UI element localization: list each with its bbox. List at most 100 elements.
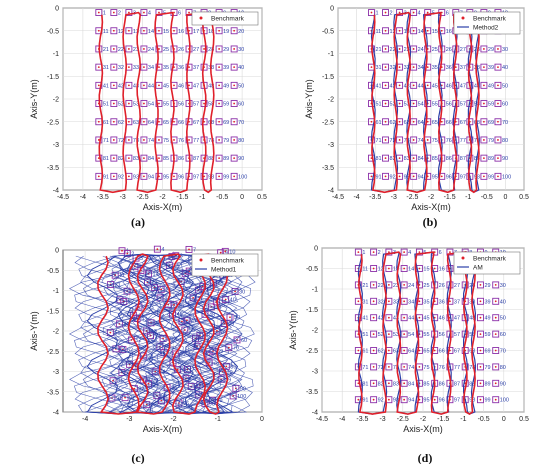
benchmark-marker bbox=[140, 100, 148, 108]
benchmark-marker bbox=[95, 136, 103, 144]
benchmark-marker bbox=[125, 154, 133, 162]
benchmark-point bbox=[398, 84, 401, 87]
benchmark-marker bbox=[494, 154, 502, 162]
point-number-label: 33 bbox=[133, 65, 139, 71]
benchmark-marker bbox=[400, 281, 408, 289]
point-number-label: 31 bbox=[362, 299, 368, 305]
point-number-label: 21 bbox=[375, 47, 381, 53]
benchmark-point bbox=[143, 120, 145, 123]
point-number-label: 22 bbox=[390, 47, 396, 53]
chart-panel-a: -4.5 -4 -3.5 -3 -2.5 -2 -1.5 -1 -0.5 0 0.50-0.5-1-… bbox=[29, 6, 267, 230]
benchmark-point bbox=[158, 29, 160, 32]
benchmark-point bbox=[497, 139, 499, 141]
point-number-label: 52 bbox=[378, 332, 384, 338]
point-number-label: 100 bbox=[500, 398, 509, 404]
benchmark-marker bbox=[494, 172, 502, 180]
point-number-label: 35 bbox=[432, 65, 438, 71]
x-tick-label: -4 bbox=[82, 416, 88, 423]
point-number-label: 41 bbox=[362, 316, 368, 322]
benchmark-marker bbox=[110, 27, 118, 35]
benchmark-point bbox=[188, 139, 190, 141]
benchmark-point bbox=[497, 102, 499, 105]
point-number-label: 62 bbox=[127, 348, 133, 354]
point-number-label: 56 bbox=[446, 102, 452, 108]
y-tick-label: -1.5 bbox=[322, 74, 334, 81]
benchmark-point bbox=[233, 139, 236, 141]
benchmark-marker bbox=[144, 278, 151, 286]
benchmark-marker bbox=[382, 45, 389, 53]
benchmark-point bbox=[357, 251, 360, 254]
benchmark-point bbox=[218, 175, 221, 178]
legend-label: Benchmark bbox=[473, 16, 507, 23]
benchmark-point bbox=[387, 316, 390, 319]
benchmark-marker bbox=[155, 172, 163, 180]
point-number-label: 49 bbox=[488, 83, 494, 89]
x-tick-label: -1 bbox=[215, 416, 221, 423]
point-number-label: 53 bbox=[133, 102, 139, 108]
benchmark-point bbox=[234, 290, 236, 293]
point-number-label: 60 bbox=[500, 332, 506, 338]
benchmark-marker bbox=[477, 379, 484, 387]
point-number-label: 17 bbox=[193, 29, 199, 35]
x-tick-label: -4.5 bbox=[57, 194, 69, 201]
point-number-label: 36 bbox=[178, 303, 184, 309]
benchmark-point bbox=[183, 329, 186, 331]
point-number-label: 85 bbox=[163, 156, 169, 162]
benchmark-marker bbox=[110, 63, 118, 71]
x-tick-label: -3.5 bbox=[356, 416, 368, 423]
point-number-label: 99 bbox=[484, 398, 490, 404]
benchmark-point bbox=[494, 366, 497, 368]
point-number-label: 52 bbox=[390, 102, 396, 108]
point-number-label: 80 bbox=[500, 365, 506, 371]
benchmark-point bbox=[158, 120, 160, 123]
benchmark-point bbox=[384, 175, 387, 178]
benchmark-marker bbox=[480, 136, 488, 144]
point-number-label: 25 bbox=[165, 287, 171, 293]
benchmark-point bbox=[370, 66, 373, 69]
point-number-label: 93 bbox=[151, 403, 157, 409]
point-number-label: 28 bbox=[474, 47, 480, 53]
benchmark-point bbox=[143, 66, 145, 69]
y-tick-label: -1 bbox=[53, 51, 59, 58]
point-number-label: 63 bbox=[133, 120, 139, 126]
point-number-label: 64 bbox=[148, 120, 154, 126]
point-number-label: 64 bbox=[164, 345, 170, 351]
benchmark-point bbox=[97, 66, 100, 69]
benchmark-point bbox=[412, 48, 415, 50]
benchmark-marker bbox=[230, 45, 238, 53]
benchmark-marker bbox=[95, 154, 103, 162]
benchmark-point bbox=[433, 398, 436, 401]
point-number-label: 78 bbox=[469, 365, 475, 371]
point-number-label: 26 bbox=[178, 47, 184, 53]
benchmark-point bbox=[384, 120, 387, 123]
benchmark-point bbox=[143, 102, 145, 105]
benchmark-point bbox=[224, 298, 227, 301]
benchmark-point bbox=[158, 84, 160, 87]
point-number-label: 65 bbox=[168, 351, 174, 357]
point-number-label: 78 bbox=[208, 138, 214, 144]
benchmark-point bbox=[426, 84, 429, 87]
benchmark-point bbox=[412, 102, 415, 105]
benchmark-marker bbox=[477, 347, 484, 354]
point-number-label: 29 bbox=[484, 283, 490, 289]
x-axis-label: Axis-X(m) bbox=[143, 202, 183, 212]
point-number-label: 90 bbox=[238, 156, 244, 162]
benchmark-point bbox=[233, 120, 236, 123]
benchmark-point bbox=[440, 29, 443, 32]
benchmark-point bbox=[483, 157, 485, 160]
point-number-label: 25 bbox=[163, 47, 169, 53]
y-tick-label: 0 bbox=[55, 6, 59, 13]
benchmark-point bbox=[203, 175, 205, 178]
benchmark-point bbox=[418, 251, 421, 254]
point-number-label: 60 bbox=[502, 102, 508, 108]
benchmark-marker bbox=[110, 118, 118, 126]
point-number-label: 21 bbox=[362, 283, 368, 289]
benchmark-marker bbox=[382, 172, 389, 180]
benchmark-point bbox=[357, 300, 360, 303]
point-number-label: 93 bbox=[133, 174, 139, 180]
benchmark-marker bbox=[140, 81, 148, 89]
benchmark-point bbox=[494, 382, 497, 385]
point-number-label: 60 bbox=[241, 338, 247, 344]
point-number-label: 72 bbox=[378, 365, 384, 371]
point-number-label: 26 bbox=[446, 47, 452, 53]
